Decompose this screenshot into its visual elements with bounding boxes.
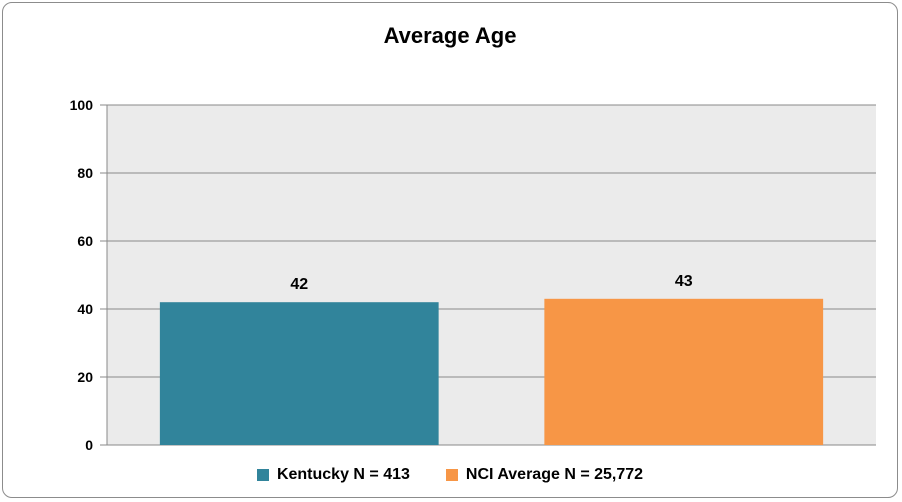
y-tick-label: 20 xyxy=(77,369,93,385)
y-tick-label: 40 xyxy=(77,301,93,317)
chart-plot: 0 20 40 60 80 100 42 43 xyxy=(70,97,876,453)
chart-title: Average Age xyxy=(383,23,517,48)
legend-label-kentucky: Kentucky N = 413 xyxy=(276,466,410,483)
y-tick-label: 60 xyxy=(77,233,93,249)
bar xyxy=(159,302,439,445)
data-label: 42 xyxy=(290,276,308,293)
y-tick-label: 100 xyxy=(70,97,94,113)
chart-legend: Kentucky N = 413 NCI Average N = 25,772 xyxy=(3,466,897,484)
y-tick-label: 80 xyxy=(77,165,93,181)
legend-swatch-kentucky xyxy=(256,469,269,481)
legend-label-nci-average: NCI Average N = 25,772 xyxy=(465,466,644,483)
y-tick-label: 0 xyxy=(85,437,93,453)
legend-swatch-nci-average xyxy=(445,469,458,481)
legend-item-nci-average: NCI Average N = 25,772 xyxy=(445,466,644,484)
data-label: 43 xyxy=(675,273,693,290)
legend-item-kentucky: Kentucky N = 413 xyxy=(256,466,410,484)
bar xyxy=(544,298,824,445)
